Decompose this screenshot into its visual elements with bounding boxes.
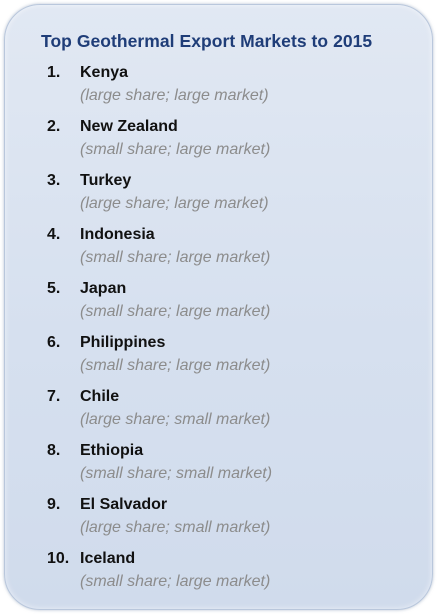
item-country: New Zealand — [80, 118, 178, 135]
item-number: 4. — [47, 226, 61, 243]
item-note: (small share; small market) — [80, 465, 273, 482]
item-country: Indonesia — [80, 226, 155, 243]
item-country: Chile — [80, 388, 120, 405]
item-number: 8. — [47, 442, 61, 459]
item-country: El Salvador — [80, 496, 168, 513]
item-number: 2. — [47, 118, 61, 135]
list-item: 5. Japan (small share; large market) — [5, 279, 432, 333]
item-country: Ethiopia — [80, 442, 144, 459]
list-item: 6. Philippines (small share; large marke… — [5, 333, 432, 387]
markets-list: 1. Kenya (large share; large market) 2. … — [5, 63, 432, 603]
item-number: 7. — [47, 388, 61, 405]
item-country: Kenya — [80, 64, 129, 81]
item-note: (small share; large market) — [80, 141, 271, 158]
item-number: 9. — [47, 496, 61, 513]
markets-panel: Top Geothermal Export Markets to 2015 1.… — [4, 4, 433, 610]
item-number: 6. — [47, 334, 61, 351]
item-number: 10. — [47, 550, 70, 567]
list-item: 8. Ethiopia (small share; small market) — [5, 441, 432, 495]
item-note: (small share; large market) — [80, 249, 271, 266]
list-item: 4. Indonesia (small share; large market) — [5, 225, 432, 279]
list-item: 2. New Zealand (small share; large marke… — [5, 117, 432, 171]
item-note: (small share; large market) — [80, 303, 271, 320]
item-number: 3. — [47, 172, 61, 189]
item-note: (large share; small market) — [80, 411, 271, 428]
list-item: 1. Kenya (large share; large market) — [5, 63, 432, 117]
list-item: 10. Iceland (small share; large market) — [5, 549, 432, 603]
item-number: 5. — [47, 280, 61, 297]
list-item: 9. El Salvador (large share; small marke… — [5, 495, 432, 549]
item-country: Philippines — [80, 334, 166, 351]
item-note: (small share; large market) — [80, 573, 271, 590]
item-country: Turkey — [80, 172, 132, 189]
panel-title: Top Geothermal Export Markets to 2015 — [41, 31, 373, 51]
item-note: (large share; large market) — [80, 87, 269, 104]
list-item: 3. Turkey (large share; large market) — [5, 171, 432, 225]
item-number: 1. — [47, 64, 61, 81]
item-note: (small share; large market) — [80, 357, 271, 374]
item-country: Japan — [80, 280, 127, 297]
item-note: (large share; small market) — [80, 519, 271, 536]
list-item: 7. Chile (large share; small market) — [5, 387, 432, 441]
item-note: (large share; large market) — [80, 195, 269, 212]
item-country: Iceland — [80, 550, 136, 567]
